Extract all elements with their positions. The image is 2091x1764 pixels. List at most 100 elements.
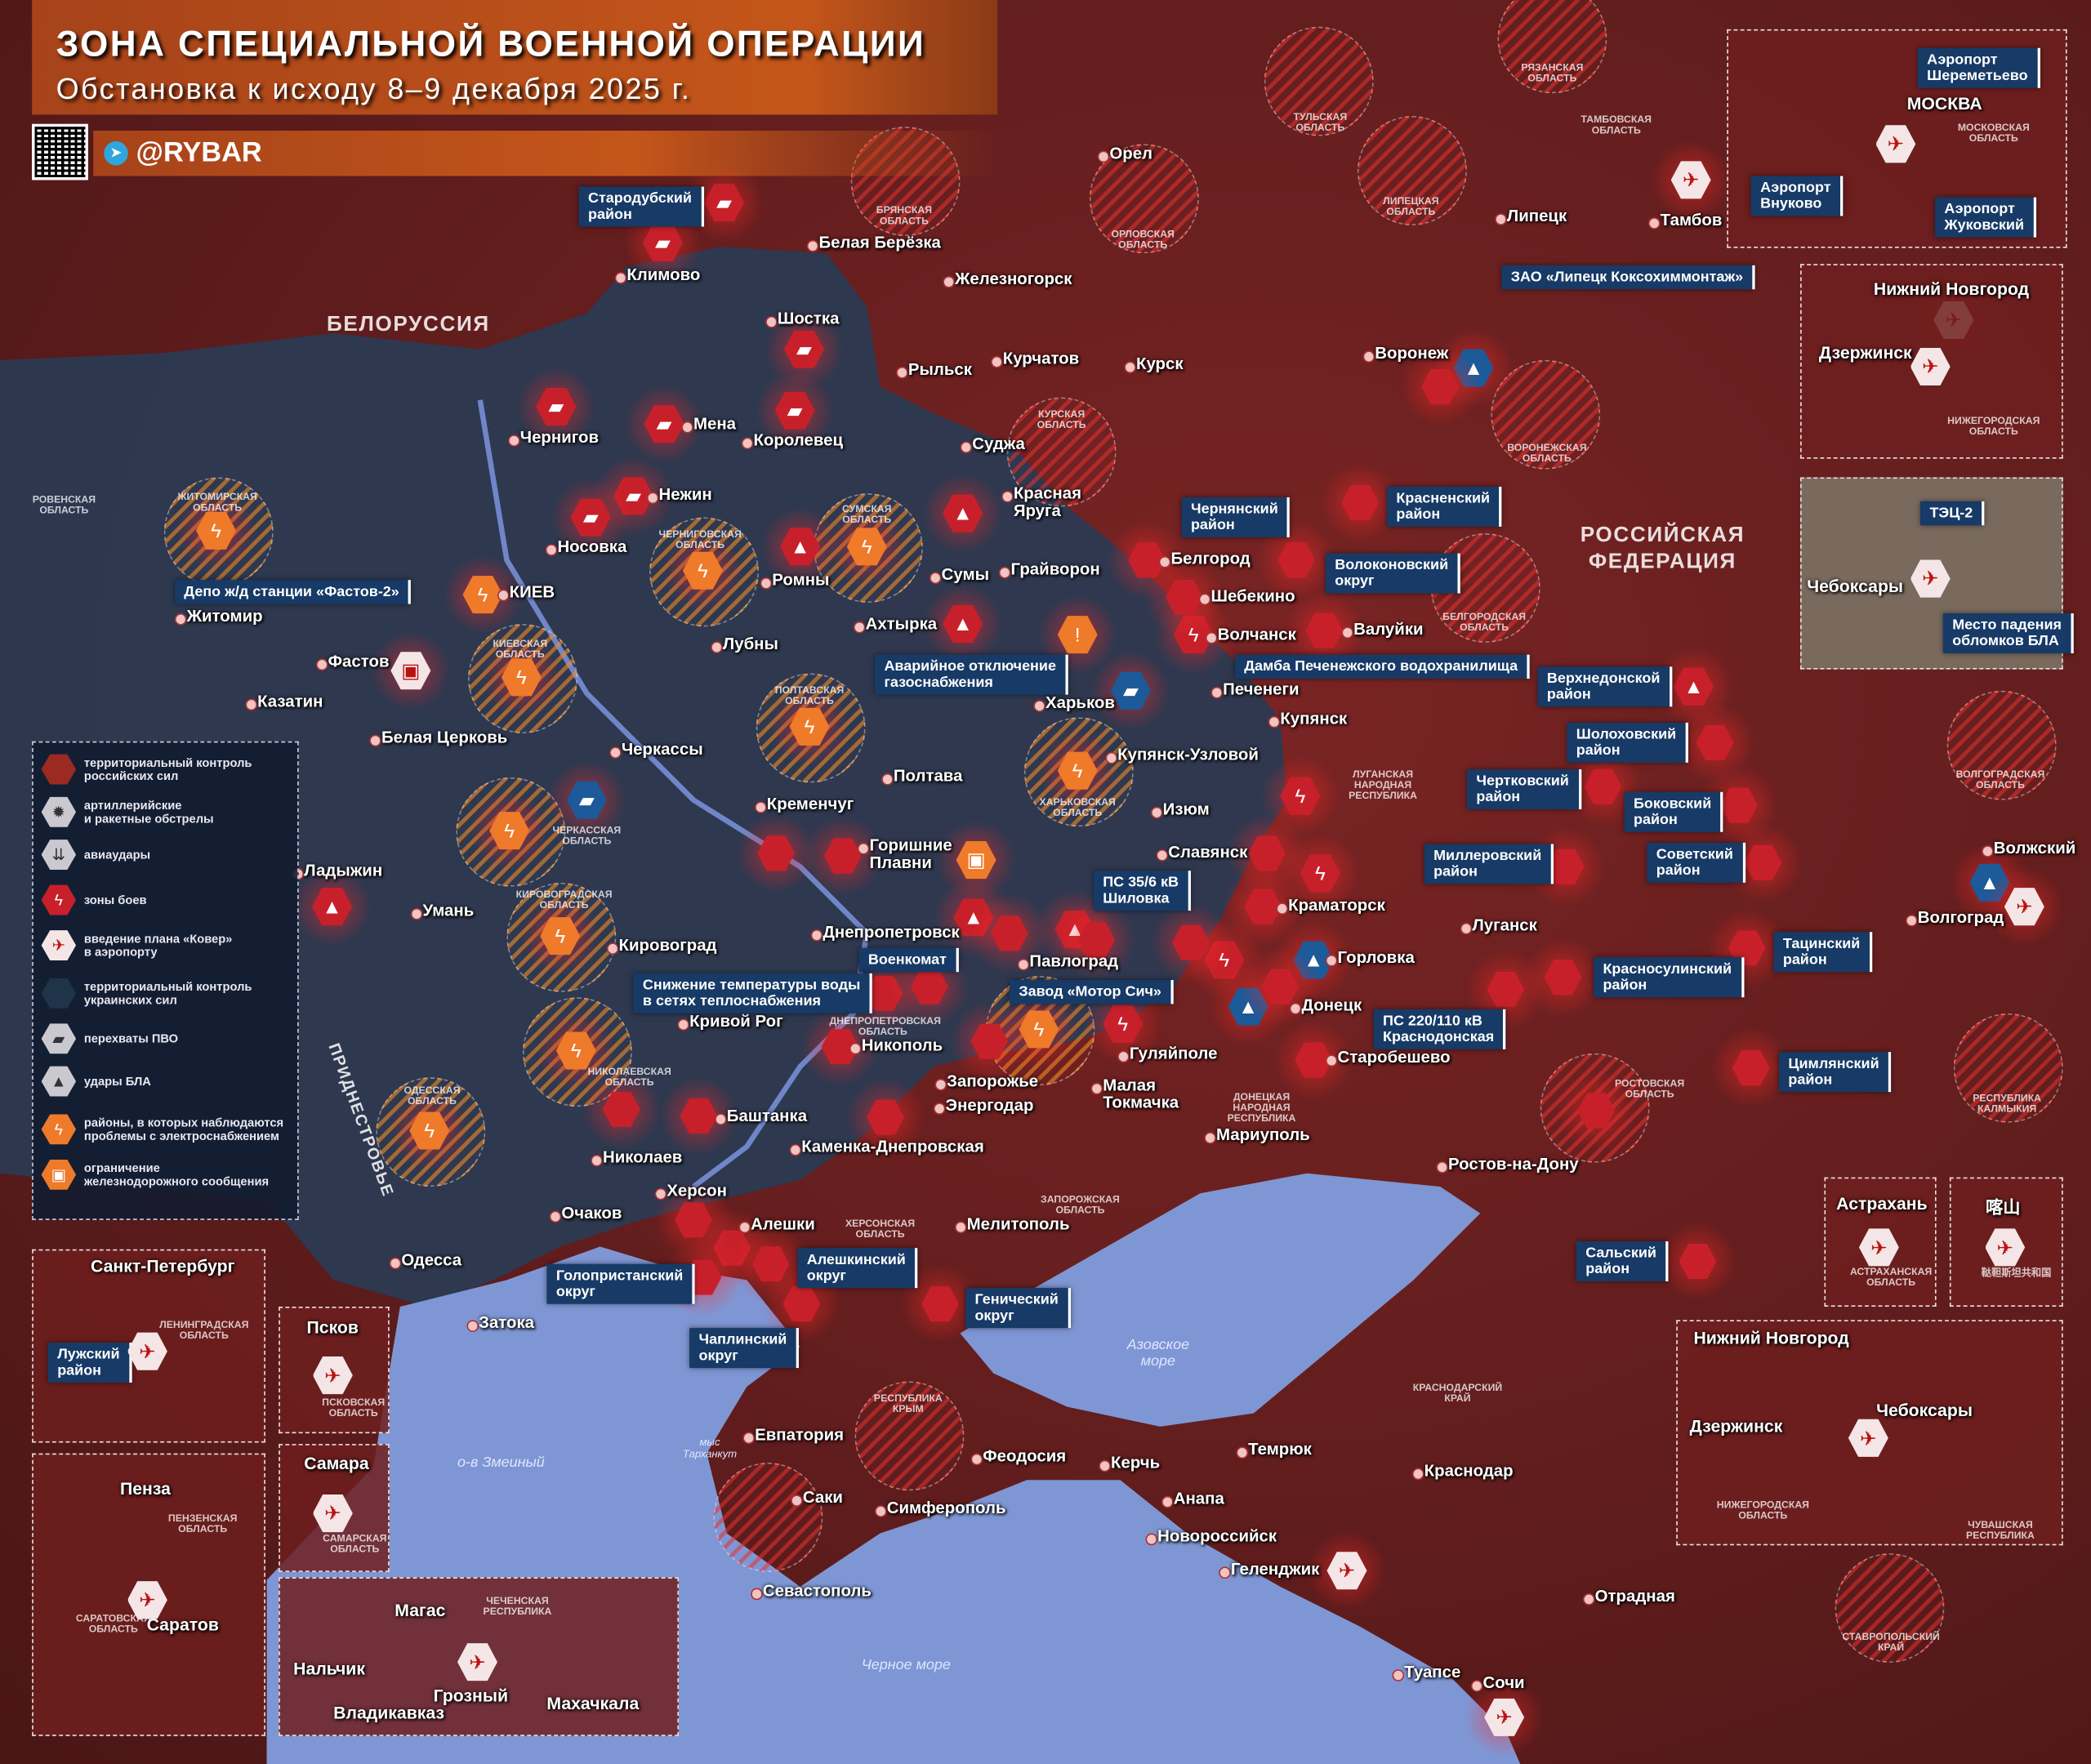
callout-label[interactable]: Цимлянский район [1778, 1052, 1892, 1093]
strike-marker-icon[interactable] [1165, 579, 1203, 615]
callout-label[interactable]: ПС 220/110 кВ Краснодонская [1373, 1009, 1506, 1049]
city-label[interactable]: Отрадная [1594, 1586, 1675, 1606]
city-label[interactable]: Никополь [861, 1036, 943, 1055]
city-label[interactable]: Курск [1136, 354, 1184, 374]
city-label[interactable]: Тамбов [1660, 210, 1723, 229]
callout-label[interactable]: Аэропорт Шереметьево [1917, 47, 2040, 88]
callout-label[interactable]: ПС 35/6 кВ Шиловка [1093, 871, 1191, 911]
callout-label[interactable]: Шолоховский район [1567, 722, 1688, 763]
callout-label[interactable]: Чернянский район [1181, 497, 1291, 537]
city-label[interactable]: Темрюк [1248, 1440, 1312, 1459]
city-label[interactable]: Алешки [751, 1214, 815, 1234]
city-label[interactable]: Волжский [1993, 838, 2076, 858]
city-label[interactable]: Затока [479, 1313, 535, 1333]
city-label[interactable]: Купянск-Узловой [1117, 745, 1259, 764]
city-label[interactable]: Волчанск [1217, 625, 1296, 644]
city-label[interactable]: Санкт-Петербург [91, 1255, 235, 1276]
city-label[interactable]: Анапа [1173, 1489, 1224, 1508]
city-label[interactable]: Грайворон [1010, 559, 1100, 579]
city-label[interactable]: Кривой Рог [689, 1012, 783, 1031]
city-label[interactable]: Фастов [328, 652, 390, 671]
city-label[interactable]: Ахтырка [865, 614, 938, 634]
callout-label[interactable]: Депо ж/д станции «Фастов-2» [174, 580, 412, 604]
callout-label[interactable]: Чаплинский округ [689, 1328, 800, 1369]
city-label[interactable]: Донецк [1301, 996, 1362, 1015]
city-label[interactable]: Грозный [433, 1685, 509, 1706]
city-label[interactable]: Шостка [777, 309, 840, 328]
city-label[interactable]: Мариуполь [1215, 1125, 1310, 1144]
city-label[interactable]: Нижний Новгород [1873, 278, 2030, 299]
city-label[interactable]: Климово [626, 265, 701, 284]
city-label[interactable]: Валуйки [1353, 620, 1424, 639]
air-defense-icon[interactable]: ▰ [774, 391, 815, 430]
city-label[interactable]: Запорожье [947, 1071, 1039, 1091]
callout-label[interactable]: Миллеровский район [1424, 844, 1554, 884]
callout-label[interactable]: Голопристанский округ [546, 1263, 696, 1304]
city-label[interactable]: Энергодар [945, 1096, 1034, 1115]
city-label[interactable]: Суджа [972, 434, 1025, 454]
callout-label[interactable]: Советский район [1647, 842, 1745, 883]
city-label[interactable]: Сочи [1482, 1673, 1525, 1692]
city-label[interactable]: Воронеж [1375, 344, 1449, 363]
city-label[interactable]: Астрахань [1836, 1193, 1928, 1214]
city-label[interactable]: Королевец [753, 430, 844, 450]
callout-label[interactable]: Сальский район [1576, 1241, 1669, 1281]
city-label[interactable]: Очаков [561, 1204, 622, 1223]
callout-label[interactable]: ЗАО «Липецк Коксохиммонтаж» [1501, 265, 1755, 290]
city-label[interactable]: Белая Берёзка [818, 233, 941, 252]
callout-label[interactable]: Алешкинский округ [797, 1248, 918, 1289]
city-label[interactable]: КИЕВ [509, 582, 555, 602]
city-label[interactable]: МОСКВА [1906, 93, 1982, 114]
city-label[interactable]: Владикавказ [333, 1702, 445, 1723]
city-label[interactable]: Ладыжин [304, 861, 383, 880]
city-label[interactable]: Мена [693, 414, 737, 434]
city-label[interactable]: Казатин [257, 692, 323, 711]
city-label[interactable]: Печенеги [1223, 679, 1300, 699]
city-label[interactable]: Шебекино [1210, 586, 1295, 606]
city-label[interactable]: Сумы [941, 565, 990, 585]
air-defense-icon[interactable]: ▰ [536, 387, 577, 425]
city-label[interactable]: Дзержинск [1818, 342, 1912, 363]
city-label[interactable]: Лубны [722, 635, 778, 653]
city-label[interactable]: Саки [802, 1488, 843, 1507]
air-defense-icon[interactable]: ▰ [783, 330, 824, 368]
callout-label[interactable]: Снижение температуры воды в сетях теплос… [633, 973, 873, 1013]
city-label[interactable]: Керчь [1110, 1453, 1161, 1472]
city-label[interactable]: Волгоград [1917, 907, 2004, 927]
strike-marker-icon[interactable] [823, 838, 862, 874]
city-label[interactable]: Самара [304, 1453, 369, 1474]
city-label[interactable]: Купянск [1280, 709, 1348, 728]
city-label[interactable]: Павлоград [1029, 951, 1119, 971]
city-label[interactable]: Днепропетровск [823, 922, 960, 942]
callout-label[interactable]: Чертковский район [1466, 769, 1581, 810]
city-label[interactable]: Старобешево [1337, 1048, 1451, 1067]
city-label[interactable]: Горловка [1337, 947, 1415, 967]
city-label[interactable]: Пенза [119, 1478, 171, 1499]
callout-label[interactable]: Аэропорт Жуковский [1934, 197, 2036, 238]
city-label[interactable]: Изюм [1162, 800, 1210, 819]
city-label[interactable]: Феодосия [983, 1446, 1067, 1466]
city-label[interactable]: Чебоксары [1876, 1400, 1973, 1420]
city-label[interactable]: Баштанка [726, 1107, 808, 1125]
callout-label[interactable]: ТЭЦ-2 [1920, 501, 1985, 526]
city-label[interactable]: Новороссийск [1157, 1526, 1277, 1546]
city-label[interactable]: Чернигов [519, 428, 600, 447]
callout-label[interactable]: Завод «Мотор Сич» [1009, 979, 1174, 1004]
city-label[interactable]: Горишние Плавни [869, 835, 952, 872]
callout-label[interactable]: Место падения обломков БЛА [1942, 613, 2074, 653]
city-label[interactable]: Севастополь [762, 1581, 872, 1601]
telegram-icon[interactable]: ➤ [104, 141, 128, 166]
city-label[interactable]: Псков [306, 1317, 359, 1338]
airport-kover-icon[interactable]: ✈ [1910, 347, 1951, 385]
city-label[interactable]: Кировоград [618, 936, 717, 955]
city-label[interactable]: Белая Церковь [381, 728, 508, 747]
city-label[interactable]: Николаев [602, 1147, 683, 1167]
city-label[interactable]: Туапсе [1404, 1662, 1461, 1682]
air-defense-icon[interactable]: ▰ [642, 224, 683, 262]
city-label[interactable]: Махачкала [546, 1693, 640, 1713]
city-label[interactable]: Красная Яруга [1013, 483, 1082, 520]
city-label[interactable]: Нижний Новгород [1693, 1328, 1849, 1348]
city-label[interactable]: Нальчик [293, 1659, 365, 1679]
callout-label[interactable]: Красненский район [1386, 486, 1502, 527]
callout-label[interactable]: Лужский район [47, 1343, 132, 1383]
